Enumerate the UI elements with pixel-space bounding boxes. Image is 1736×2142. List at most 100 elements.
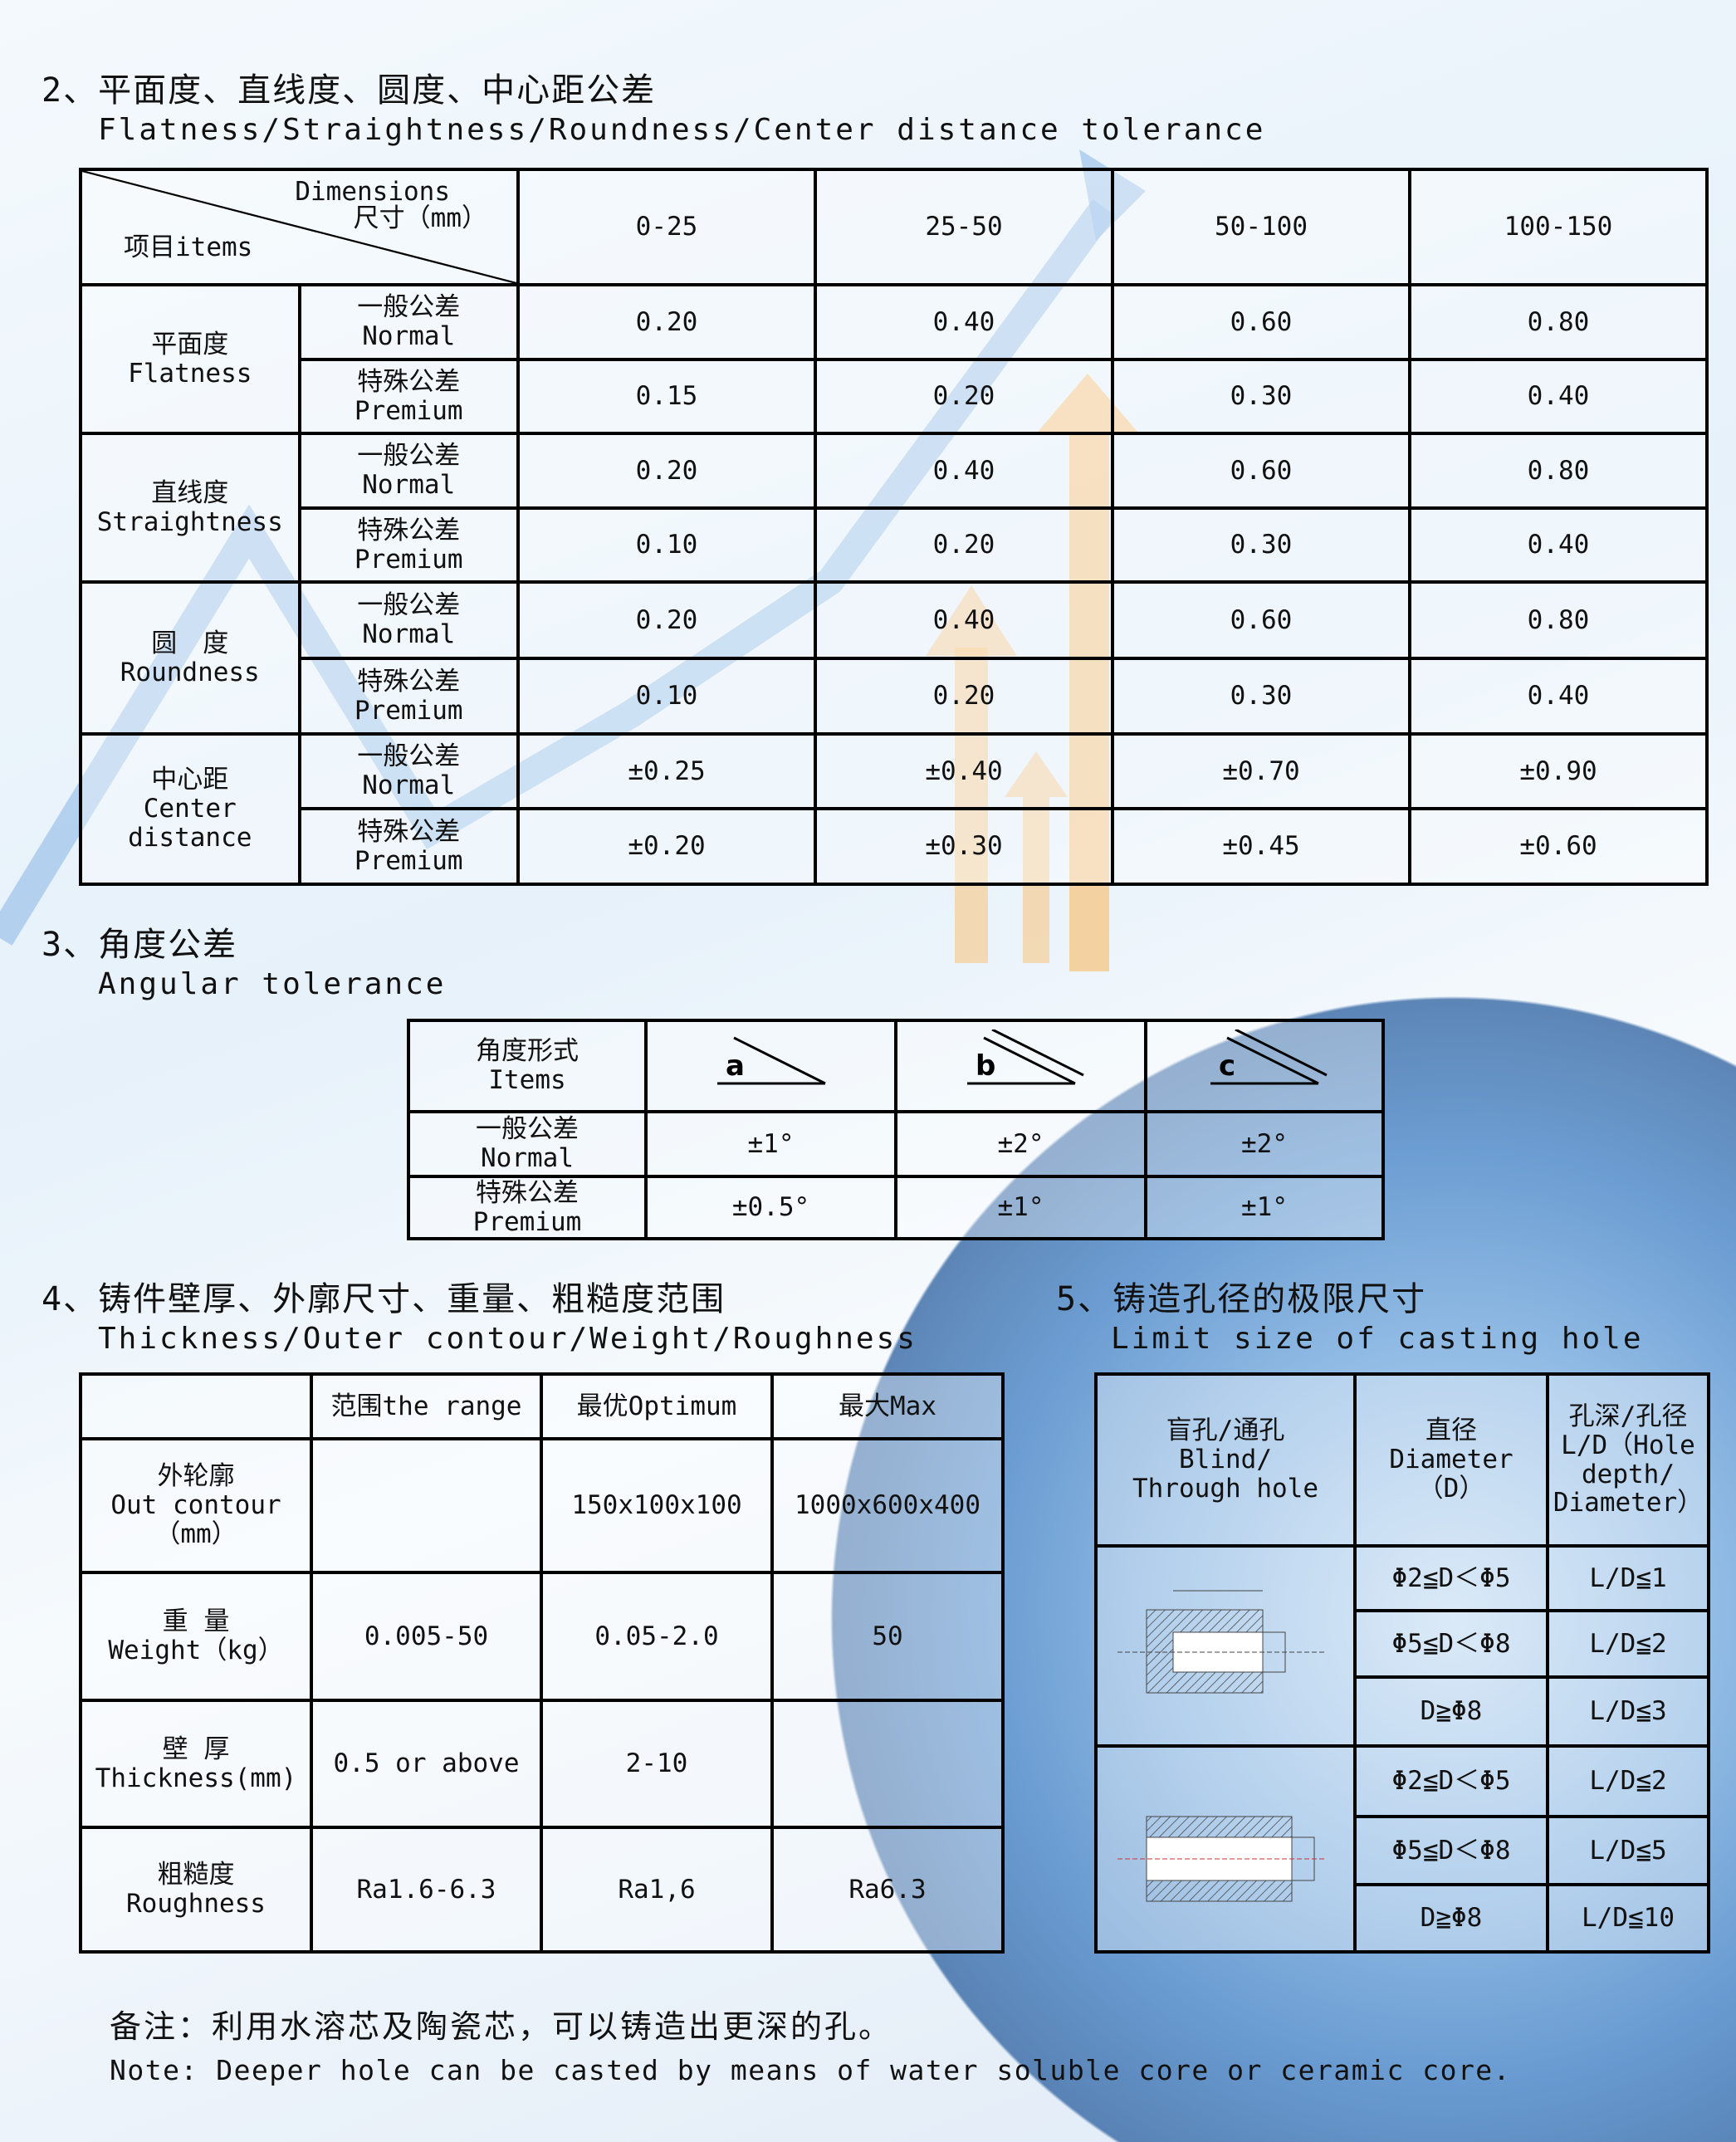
table-row: 特殊公差 Premium 0.15 0.20 0.30 0.40 — [81, 358, 1709, 435]
table-row: 直线度 Straightness 一般公差 Normal 0.20 0.40 0.60 0.8… — [79, 432, 1709, 584]
value-cell-text: 0.30 — [1230, 681, 1293, 712]
value-cell: 0.40 — [1408, 657, 1709, 736]
header-dimensions: Dimensions — [295, 177, 450, 207]
value-cell-text: 0.80 — [1527, 306, 1590, 337]
svg-text:c: c — [1219, 1049, 1235, 1083]
value-cell-text: 0.15 — [635, 381, 698, 412]
value-cell: 0.05-2.0 — [540, 1571, 774, 1702]
column-header: 最优Optimum — [540, 1372, 774, 1440]
blind-hole-diagram — [1094, 1544, 1357, 1748]
table-row: 外轮廓 Out contour （mm） 150x100x100 1000x600x40… — [79, 1437, 1005, 1574]
item-label-text: （mm） — [154, 1518, 237, 1549]
ld-ratio-cell: L/D≦1 — [1546, 1544, 1710, 1612]
value-cell: 0.30 — [1111, 358, 1411, 435]
value-cell-text: 0.30 — [1230, 381, 1293, 412]
item-label-text: 平面度 — [151, 329, 229, 359]
value-cell-text: ±0.40 — [925, 756, 1003, 786]
value-cell: ±0.70 — [1111, 732, 1411, 810]
value-cell-text: 0.40 — [1527, 681, 1590, 712]
value-cell: ±0.60 — [1408, 807, 1709, 886]
table-row: 范围the range 最优Optimum 最大Max — [79, 1372, 1005, 1440]
value-cell: ±0.30 — [814, 807, 1114, 886]
value-cell: 0.5 or above — [310, 1699, 543, 1829]
blind-hole-diagram — [1117, 1590, 1325, 1694]
column-header: 直径 Diameter （D） — [1353, 1372, 1549, 1548]
item-label: 粗糙度 Roughness — [79, 1826, 313, 1954]
value-cell — [310, 1437, 543, 1574]
diameter-cell: D≧Φ8 — [1353, 1883, 1549, 1954]
column-header: 盲孔/通孔 Blind/Through hole — [1094, 1372, 1357, 1548]
grade-label-text: 特殊公差 — [357, 366, 461, 397]
section2-subtitle: Flatness/Straightness/Roundness/Center d… — [98, 113, 1266, 147]
table-row: 重 量 Weight（kg） 0.005-50 0.05-2.0 50 — [79, 1571, 1005, 1702]
item-label-text: 重 量 — [162, 1606, 230, 1637]
value-cell: 1000x600x400 — [770, 1437, 1005, 1574]
value-cell: ±0.40 — [814, 732, 1114, 810]
table-row: Φ2≦D＜Φ5 L/D≦2 — [1094, 1744, 1710, 1954]
grade-label-text: 特殊公差 — [357, 816, 461, 847]
value-cell: ±2° — [894, 1110, 1147, 1178]
value-cell-text: 0.20 — [635, 306, 698, 337]
item-label-text: 中心距 — [151, 765, 229, 795]
range-header-text: 25-50 — [925, 212, 1003, 242]
ld-ratio-cell: L/D≦10 — [1546, 1883, 1710, 1954]
grade-label-text: Normal — [362, 470, 456, 500]
ld-ratio-cell-text: L/D≦2 — [1589, 1628, 1667, 1659]
table-row: Φ5≦D＜Φ8 L/D≦2 — [1096, 1609, 1710, 1679]
item-label: 直线度 Straightness — [79, 432, 301, 584]
column-header: 最大Max — [770, 1372, 1005, 1440]
grade-label: 特殊公差 Premium — [297, 358, 520, 435]
value-cell: ±0.20 — [516, 807, 817, 886]
range-header: 100-150 — [1408, 168, 1709, 286]
value-cell-text: 150x100x100 — [571, 1490, 742, 1521]
value-cell-text: 0.05-2.0 — [594, 1621, 719, 1651]
value-cell: 0.60 — [1111, 432, 1411, 510]
table-row: Dimensions 尺寸（mm） 项目items 0-25 25-50 50-100 10… — [79, 168, 1709, 286]
value-cell: 50 — [770, 1571, 1005, 1702]
grade-label: 特殊公差 Premium — [297, 807, 520, 886]
item-label-text: Flatness — [128, 358, 252, 389]
table-row: 特殊公差 Premium ±0.20 ±0.30 ±0.45 ±0.60 — [81, 807, 1709, 886]
item-label-text: Out contour — [110, 1490, 281, 1521]
flatness-tolerance-table: Dimensions 尺寸（mm） 项目items 0-25 25-50 50-100 10… — [79, 168, 1709, 886]
item-label-text: 外轮廓 — [157, 1461, 235, 1492]
item-label-text: 圆 度 — [151, 628, 229, 658]
value-cell-text: 0.40 — [932, 604, 995, 635]
value-cell-text: ±1° — [747, 1128, 795, 1159]
column-header-text: depth/ — [1582, 1459, 1675, 1489]
diagonal-line — [82, 171, 516, 283]
column-header — [79, 1372, 313, 1440]
section3-subtitle: Angular tolerance — [98, 967, 447, 1001]
value-cell: ±0.45 — [1111, 807, 1411, 886]
value-cell-text: ±0.90 — [1519, 756, 1597, 786]
grade-label: 特殊公差 Premium — [407, 1175, 648, 1240]
value-cell-text: ±0.5° — [731, 1192, 810, 1223]
grade-label-text: 一般公差 — [357, 590, 461, 621]
item-label-text: 粗糙度 — [157, 1860, 235, 1890]
item-label-text: Weight（kg） — [108, 1636, 284, 1665]
value-cell: 0.30 — [1111, 657, 1411, 736]
diameter-cell: D≧Φ8 — [1353, 1675, 1549, 1748]
ld-ratio-cell: L/D≦2 — [1546, 1609, 1710, 1679]
value-cell: Ra6.3 — [770, 1826, 1005, 1954]
value-cell-text: 1000x600x400 — [795, 1490, 980, 1521]
section3-title: 3、角度公差 — [42, 926, 238, 964]
value-cell: 150x100x100 — [540, 1437, 774, 1574]
item-label: 圆 度 Roundness — [79, 580, 301, 736]
column-header-text: L/D（Hole — [1561, 1430, 1695, 1460]
value-cell: 0.80 — [1408, 580, 1709, 660]
value-cell: ±2° — [1144, 1110, 1385, 1178]
table-row: Φ2≦D＜Φ5 L/D≦1 — [1094, 1544, 1710, 1748]
diameter-cell-text: Φ2≦D＜Φ5 — [1391, 1766, 1511, 1797]
range-header: 25-50 — [814, 168, 1114, 286]
ld-ratio-cell: L/D≦2 — [1546, 1744, 1710, 1818]
angle-c-icon: c — [1144, 1019, 1385, 1113]
diameter-cell-text: D≧Φ8 — [1420, 1903, 1483, 1934]
value-cell: Ra1.6-6.3 — [310, 1826, 543, 1954]
table-row: 壁 厚 Thickness(mm) 0.5 or above 2-10 — [79, 1699, 1005, 1829]
section5-subtitle: Limit size of casting hole — [1111, 1322, 1644, 1356]
value-cell-text: ±0.45 — [1222, 831, 1300, 862]
diameter-cell: Φ2≦D＜Φ5 — [1353, 1544, 1549, 1612]
grade-label-text: 特殊公差 — [476, 1177, 579, 1208]
header-size: 尺寸（mm） — [353, 203, 487, 233]
